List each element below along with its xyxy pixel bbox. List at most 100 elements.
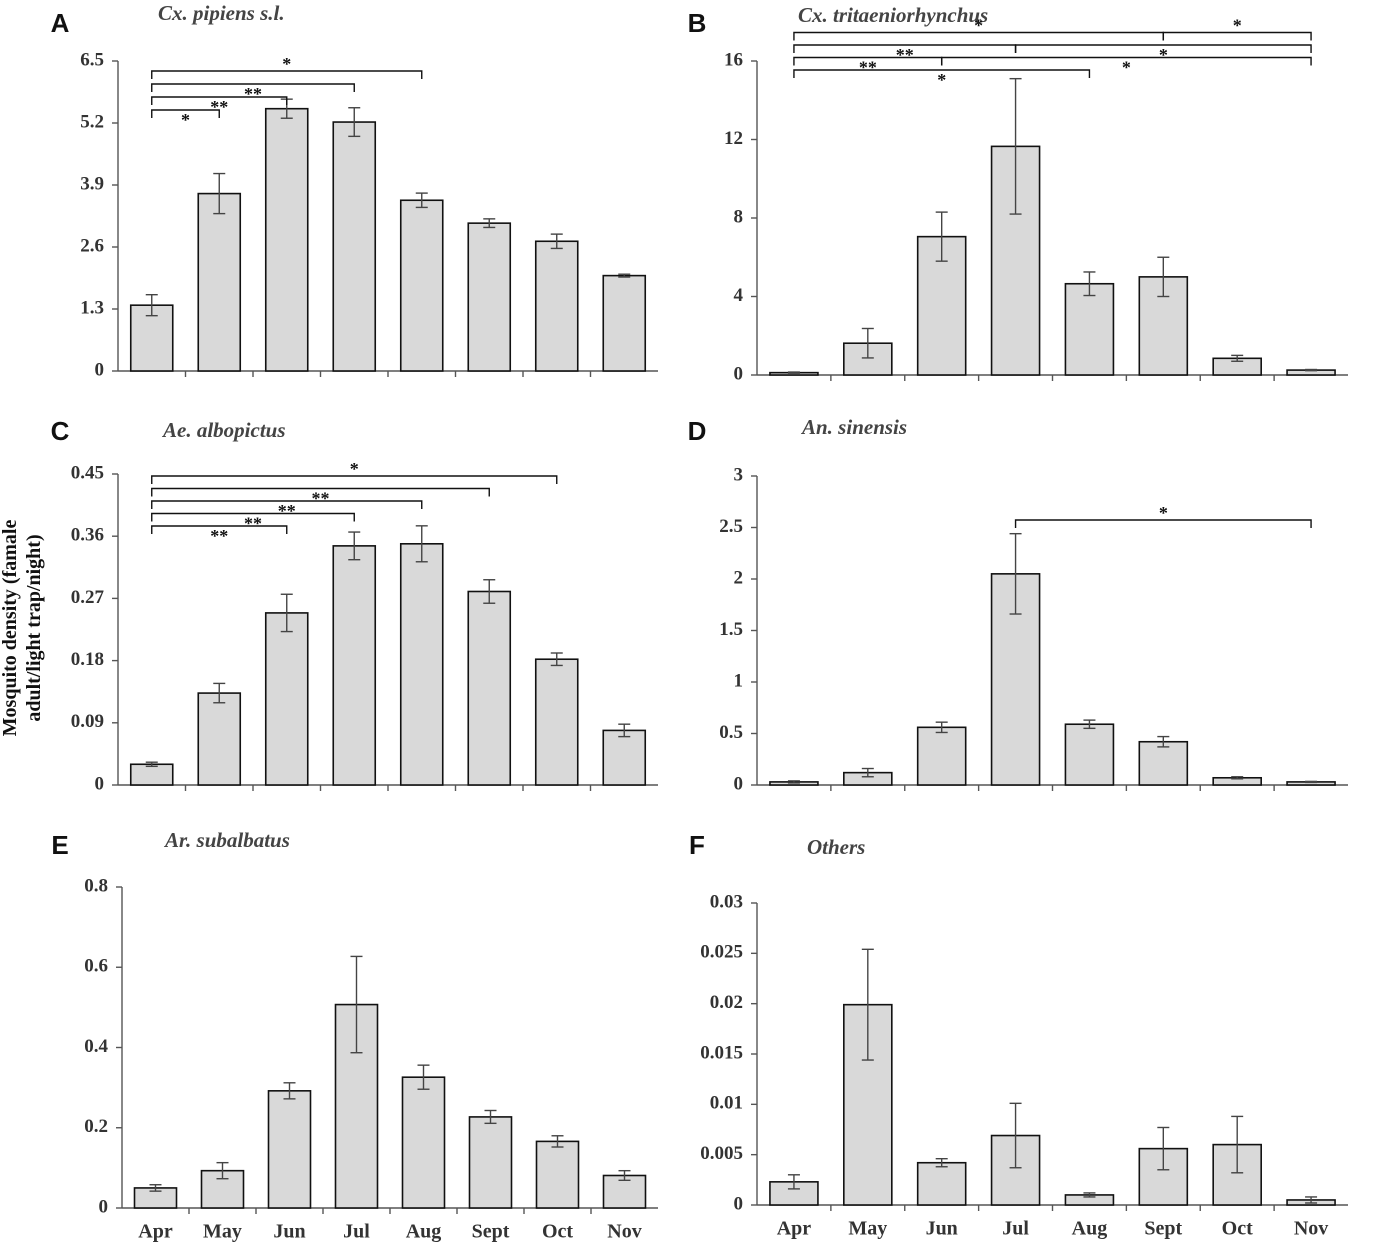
significance-bracket-a-2 (151, 83, 355, 92)
x-category-label-e-0: Apr (138, 1221, 173, 1243)
bar-f-jun (916, 1161, 967, 1206)
significance-bracket-b-6 (1162, 31, 1312, 41)
y-tick-label-d-1: 0.5 (719, 722, 743, 743)
bar-e-jun (267, 1090, 312, 1209)
bar-c-sept (467, 590, 512, 786)
panel-letter-d: D (688, 416, 707, 446)
y-axis-title-line2: adult/light trap/night) (23, 534, 45, 721)
y-tick-label-c-3: 0.27 (71, 587, 105, 608)
panel-title-f: Others (807, 835, 865, 859)
y-tick-label-b-1: 4 (734, 285, 744, 306)
significance-bracket-b-4 (1014, 44, 1312, 53)
y-tick-label-c-0: 0 (95, 773, 105, 794)
panel-letter-e: E (51, 830, 68, 860)
x-category-label-e-1: May (203, 1221, 242, 1243)
significance-label-a-0: * (181, 110, 190, 130)
x-category-label-e-5: Sept (472, 1221, 510, 1243)
significance-bracket-a-0 (151, 109, 220, 118)
y-tick-label-d-5: 2.5 (719, 516, 743, 537)
bar-e-aug (401, 1076, 446, 1209)
y-tick-label-d-6: 3 (734, 464, 744, 485)
x-category-label-e-6: Oct (542, 1221, 573, 1243)
significance-bracket-a-3 (151, 70, 423, 79)
chart-panel-d: D An. sinensis 0 0.5 1 1.5 2 2.5 3 * (688, 415, 1348, 794)
panel-title-d: An. sinensis (800, 415, 907, 439)
bar-a-nov (602, 274, 647, 372)
y-tick-label-a-1: 1.3 (80, 297, 104, 318)
y-tick-label-b-0: 0 (734, 363, 744, 384)
chart-panel-a: A Cx. pipiens s.l.01.32.63.95.26.5****** (51, 1, 658, 380)
significance-label-b-5: * (974, 16, 983, 36)
panel-letter-a: A (51, 8, 70, 38)
significance-label-c-0: ** (210, 526, 228, 546)
x-category-label-e-2: Jun (273, 1221, 305, 1243)
bar-a-oct (534, 240, 579, 372)
panel-title-e: Ar. subalbatus (163, 828, 290, 852)
bar-c-may (197, 692, 242, 786)
significance-label-b-1: ** (859, 58, 877, 78)
bar-d-sept (1138, 740, 1189, 786)
bar-c-jun (264, 612, 309, 786)
chart-panel-f: F Others 0 0.005 0.01 0.015 0.02 0.025 0.03 Apr Ma… (689, 830, 1348, 1240)
significance-bracket-c-2 (151, 500, 423, 509)
bar-b-aug (1064, 282, 1115, 376)
x-category-label-f-0: Apr (777, 1218, 812, 1240)
panel-title-b: Cx. tritaeniorhynchus (798, 3, 988, 27)
y-tick-label-c-1: 0.09 (71, 711, 104, 732)
significance-label-b-0: * (937, 70, 946, 90)
x-category-label-f-2: Jun (926, 1218, 958, 1240)
significance-label-b-3: ** (896, 45, 914, 65)
y-tick-label-f-4: 0.02 (710, 992, 743, 1013)
x-category-label-e-7: Nov (607, 1221, 641, 1243)
bar-c-apr (129, 763, 174, 786)
bar-d-jun (916, 726, 967, 786)
panel-letter-f: F (689, 830, 705, 860)
significance-bracket-b-0 (793, 69, 1091, 78)
bar-e-sept (468, 1116, 513, 1209)
y-tick-label-a-5: 6.5 (80, 49, 104, 70)
significance-bracket-d-0 (1014, 519, 1312, 528)
bar-e-oct (535, 1140, 580, 1209)
x-category-label-f-1: May (848, 1218, 887, 1240)
significance-label-b-6: * (1233, 16, 1242, 36)
bar-c-nov (602, 729, 647, 786)
panels-group: A Cx. pipiens s.l.01.32.63.95.26.5******B… (51, 1, 1348, 1243)
bar-a-may (197, 192, 242, 372)
y-tick-label-b-2: 8 (734, 206, 744, 227)
significance-bracket-c-4 (151, 475, 558, 484)
y-tick-label-c-4: 0.36 (71, 525, 104, 546)
significance-label-c-1: ** (244, 514, 262, 534)
x-category-label-e-3: Jul (343, 1221, 370, 1243)
significance-label-b-4: * (1159, 45, 1168, 65)
chart-panel-c: C Ae. albopictus 0 0.09 0.18 0.27 0.36 0.45 ** **… (51, 416, 658, 794)
y-tick-label-f-3: 0.015 (700, 1042, 743, 1063)
y-tick-label-f-2: 0.01 (710, 1093, 743, 1114)
y-tick-label-a-3: 3.9 (80, 173, 104, 194)
x-category-label-f-4: Aug (1072, 1218, 1108, 1240)
bar-a-aug (399, 199, 444, 372)
significance-label-a-3: * (282, 54, 291, 74)
y-tick-label-d-2: 1 (734, 670, 744, 691)
y-tick-label-b-3: 12 (724, 128, 743, 149)
significance-label-d-0: * (1159, 503, 1168, 523)
x-category-label-f-5: Sept (1144, 1218, 1182, 1240)
y-tick-label-c-5: 0.45 (71, 462, 104, 483)
significance-label-a-2: ** (244, 84, 262, 104)
significance-label-c-3: ** (312, 489, 330, 509)
y-tick-label-d-4: 2 (734, 567, 744, 588)
panel-letter-c: C (51, 416, 70, 446)
y-tick-label-a-2: 2.6 (80, 235, 104, 256)
chart-panel-e: E Ar. subalbatus 0 0.2 0.4 0.6 0.8 Apr May Jun Jul… (51, 828, 658, 1243)
y-tick-label-f-6: 0.03 (710, 891, 743, 912)
y-tick-label-d-0: 0 (734, 773, 744, 794)
y-tick-label-c-2: 0.18 (71, 649, 104, 670)
y-tick-label-a-4: 5.2 (80, 111, 104, 132)
x-category-label-f-3: Jul (1002, 1218, 1029, 1240)
significance-bracket-b-2 (940, 56, 1312, 66)
y-tick-label-d-3: 1.5 (719, 619, 743, 640)
y-axis-title-line1: Mosquito density (famale (0, 520, 21, 737)
panel-title-c: Ae. albopictus (161, 418, 286, 442)
bar-d-aug (1064, 723, 1115, 786)
x-category-label-f-7: Nov (1294, 1218, 1328, 1240)
